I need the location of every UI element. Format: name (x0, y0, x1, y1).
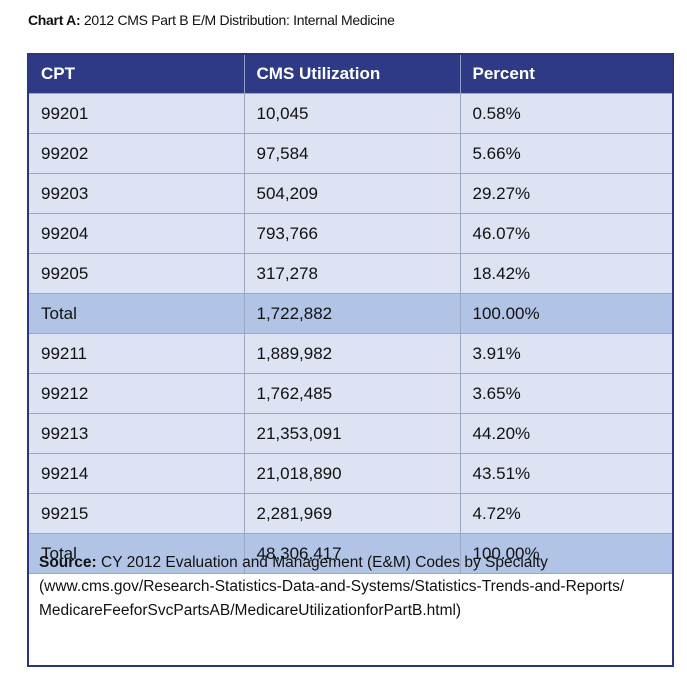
table-row: 99215 2,281,969 4.72% (29, 493, 672, 534)
cpt-cell: 99202 (29, 133, 245, 174)
table-row: 99205 317,278 18.42% (29, 253, 672, 294)
utilization-cell: 504,209 (244, 173, 461, 214)
utilization-cell: 97,584 (244, 133, 461, 174)
column-header: CMS Utilization (244, 55, 461, 94)
utilization-cell: 21,353,091 (244, 413, 461, 454)
percent-cell: 3.91% (460, 333, 672, 374)
utilization-cell: 1,722,882 (244, 293, 461, 334)
cpt-cell: 99201 (29, 93, 245, 134)
cpt-cell: 99212 (29, 373, 245, 414)
table-row: 99212 1,762,485 3.65% (29, 373, 672, 414)
table-row: 99204 793,766 46.07% (29, 213, 672, 254)
chart-caption: Chart A: 2012 CMS Part B E/M Distributio… (28, 12, 395, 28)
table-frame: CPT CMS Utilization Percent 99201 10,045 0… (27, 53, 674, 667)
percent-cell: 0.58% (460, 93, 672, 134)
utilization-cell: 317,278 (244, 253, 461, 294)
table-row: 99213 21,353,091 44.20% (29, 413, 672, 454)
percent-cell: 5.66% (460, 133, 672, 174)
percent-cell: 3.65% (460, 373, 672, 414)
utilization-cell: 48,306,417 (244, 533, 461, 574)
total-row: Total 1,722,882 100.00% (29, 293, 672, 334)
cpt-cell: 99213 (29, 413, 245, 454)
utilization-cell: 793,766 (244, 213, 461, 254)
table-row: 99211 1,889,982 3.91% (29, 333, 672, 374)
percent-cell: 4.72% (460, 493, 672, 534)
cpt-cell: 99203 (29, 173, 245, 214)
cpt-cell: 99205 (29, 253, 245, 294)
percent-cell: 18.42% (460, 253, 672, 294)
cpt-cell: 99211 (29, 333, 245, 374)
table-row: 99214 21,018,890 43.51% (29, 453, 672, 494)
percent-cell: 29.27% (460, 173, 672, 214)
caption-lead: Chart A: (28, 12, 81, 28)
caption-text: 2012 CMS Part B E/M Distribution: Intern… (83, 12, 395, 28)
cpt-cell: 99204 (29, 213, 245, 254)
utilization-cell: 2,281,969 (244, 493, 461, 534)
source-note: Source: CY 2012 Evaluation and Managemen… (39, 551, 664, 623)
table-row: 99203 504,209 29.27% (29, 173, 672, 214)
cpt-cell: 99215 (29, 493, 245, 534)
percent-cell: 100.00% (460, 533, 672, 574)
data-table: CPT CMS Utilization Percent 99201 10,045 0… (29, 55, 672, 574)
utilization-cell: 10,045 (244, 93, 461, 134)
percent-cell: 43.51% (460, 453, 672, 494)
header-row: CPT CMS Utilization Percent (29, 55, 672, 94)
source-text: CY 2012 Evaluation and Management (E&M) … (39, 554, 625, 619)
cpt-cell: 99214 (29, 453, 245, 494)
table-row: 99201 10,045 0.58% (29, 93, 672, 134)
table-body: 99201 10,045 0.58% 99202 97,584 5.66% 99203 504… (29, 93, 672, 574)
percent-cell: 100.00% (460, 293, 672, 334)
total-row: Total 48,306,417 100.00% (29, 533, 672, 574)
column-header: CPT (29, 55, 245, 94)
percent-cell: 44.20% (460, 413, 672, 454)
column-header: Percent (460, 55, 672, 94)
utilization-cell: 1,889,982 (244, 333, 461, 374)
table-row: 99202 97,584 5.66% (29, 133, 672, 174)
cpt-cell: Total (29, 293, 245, 334)
cpt-cell: Total (29, 533, 245, 574)
percent-cell: 46.07% (460, 213, 672, 254)
utilization-cell: 1,762,485 (244, 373, 461, 414)
source-lead: Source: (39, 554, 97, 571)
utilization-cell: 21,018,890 (244, 453, 461, 494)
